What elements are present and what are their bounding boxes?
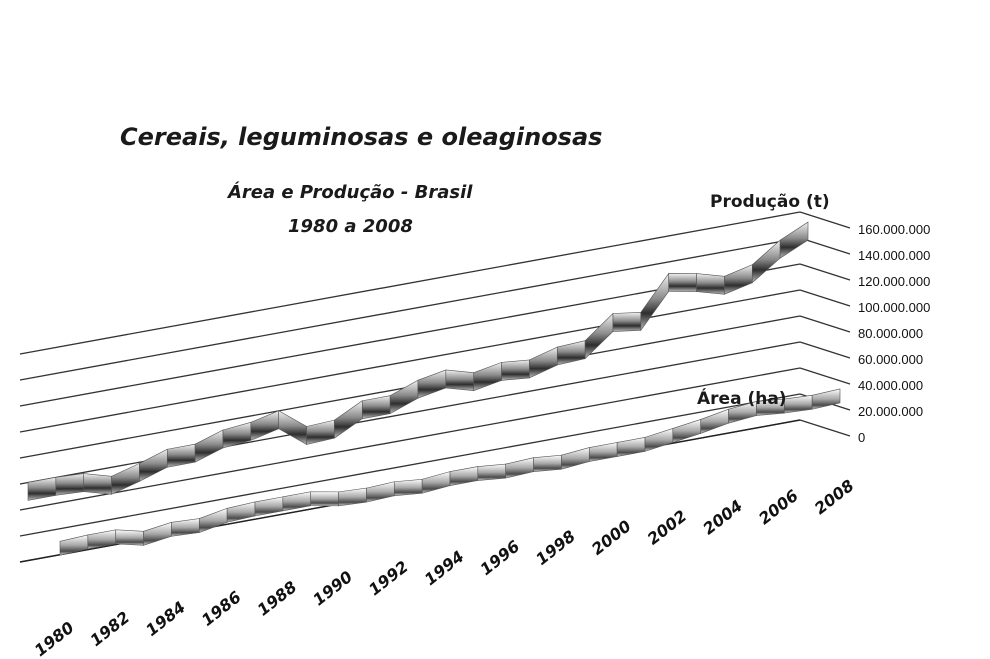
- producao-ribbon-segment: [417, 369, 447, 399]
- producao-ribbon-segment: [779, 221, 809, 259]
- y-tick-label: 120.000.000: [858, 274, 930, 289]
- x-tick-label: 1986: [198, 587, 245, 629]
- producao-ribbon-segment: [501, 359, 530, 381]
- area-ribbon-segment: [783, 394, 813, 414]
- gridline: [19, 367, 801, 511]
- producao-ribbon-segment: [668, 273, 697, 292]
- gridline: [19, 289, 801, 433]
- area-ribbon-segment: [226, 501, 256, 523]
- area-ribbon-segment: [254, 496, 284, 517]
- producao-ribbon-segment: [556, 340, 586, 366]
- area-ribbon-segment: [561, 447, 590, 470]
- x-tick-label: 1980: [31, 618, 78, 659]
- x-axis-tick-labels: 1980 1982 1984 1986 1988 1990 1992 1994 1996 1998…: [31, 476, 858, 659]
- x-tick-label: 1990: [309, 567, 356, 609]
- producao-ribbon-segment: [27, 476, 57, 501]
- chart-subtitle-line2: 1980 a 2008: [288, 216, 413, 237]
- y-tick-label: 140.000.000: [858, 248, 930, 263]
- x-tick-label: 1992: [365, 557, 412, 599]
- gridline-end: [799, 341, 851, 359]
- producao-ribbon-segment: [222, 421, 252, 449]
- area-ribbon-segment: [449, 466, 479, 486]
- area-ribbon-segment: [616, 437, 646, 457]
- x-tick-label: 2004: [699, 496, 746, 538]
- producao-ribbon-segment: [696, 273, 725, 295]
- area-ribbon-segment: [59, 534, 89, 556]
- x-tick-label: 2008: [811, 476, 858, 518]
- area-ribbon-segment: [505, 457, 534, 479]
- y-tick-label: 20.000.000: [858, 404, 923, 419]
- area-ribbon-segment: [588, 442, 618, 462]
- area-ribbon-segment: [171, 518, 200, 537]
- y-tick-label: 40.000.000: [858, 378, 923, 393]
- area-ribbon-segment: [87, 529, 117, 550]
- y-axis-tick-labels: 160.000.000 140.000.000 120.000.000 100.000…: [858, 222, 930, 445]
- producao-ribbon-segment: [55, 473, 85, 496]
- gridline: [19, 393, 801, 537]
- x-tick-label: 1984: [142, 597, 189, 639]
- chart-title: Cereais, leguminosas e oleaginosas: [120, 123, 602, 151]
- x-tick-label: 1996: [476, 537, 523, 579]
- producao-ribbon-segment: [445, 369, 475, 391]
- producao-ribbon-segment: [278, 410, 307, 445]
- area-ribbon-segment: [421, 471, 451, 494]
- y-tick-label: 100.000.000: [858, 300, 930, 315]
- gridline: [19, 341, 801, 485]
- y-tick-label: 80.000.000: [858, 326, 923, 341]
- area-ribbon-segment: [310, 491, 339, 507]
- producao-ribbon-segment: [640, 272, 670, 332]
- producao-ribbon-segment: [724, 264, 753, 295]
- area-ribbon-segment: [198, 507, 228, 533]
- x-tick-label: 1988: [254, 577, 301, 619]
- area-ribbon-segment: [533, 454, 562, 473]
- x-tick-label: 1982: [86, 608, 133, 650]
- area-ribbon-segment: [338, 487, 367, 507]
- producao-ribbon-segment: [473, 361, 502, 392]
- producao-ribbon-segment: [306, 419, 335, 445]
- series-label-area: Área (ha): [697, 387, 787, 409]
- producao-ribbon-segment: [139, 448, 168, 482]
- area-ribbon-segment: [282, 491, 312, 512]
- x-tick-label: 2002: [644, 506, 691, 548]
- gridline-end: [799, 263, 851, 281]
- x-tick-label: 2006: [755, 486, 802, 528]
- chart-subtitle-line1: Área e Produção - Brasil: [226, 181, 473, 203]
- producao-ribbon-segment: [83, 473, 112, 495]
- y-tick-label: 60.000.000: [858, 352, 923, 367]
- producao-ribbon-segment: [166, 443, 196, 468]
- area-ribbon-segment: [700, 408, 729, 434]
- area-ribbon-segment: [143, 521, 172, 546]
- gridline-end: [799, 237, 851, 255]
- area-ribbon-segment: [477, 463, 507, 481]
- gridline-end: [799, 211, 851, 229]
- series-label-producao: Produção (t): [710, 192, 830, 212]
- gridline: [19, 211, 801, 355]
- series-ribbons: [27, 221, 841, 556]
- producao-ribbon-segment: [334, 400, 363, 439]
- producao-ribbon-segment: [612, 312, 642, 332]
- area-ribbon-segment: [393, 478, 423, 497]
- producao-ribbon-segment: [194, 429, 224, 463]
- y-tick-label: 160.000.000: [858, 222, 930, 237]
- y-tick-label: 0: [858, 430, 865, 445]
- area-ribbon-segment: [115, 529, 144, 546]
- gridline-end: [799, 419, 851, 437]
- producao-ribbon-segment: [529, 346, 558, 379]
- producao-ribbon-segment: [389, 379, 419, 415]
- gridline: [19, 237, 801, 381]
- area-ribbon-segment: [644, 428, 674, 452]
- x-tick-label: 2000: [588, 516, 635, 558]
- gridline-end: [799, 289, 851, 307]
- producao-ribbon-segment: [361, 395, 391, 420]
- producao-ribbon-segment: [584, 312, 614, 360]
- area-ribbon-segment: [366, 481, 395, 503]
- x-tick-label: 1998: [532, 526, 579, 568]
- x-tick-label: 1994: [421, 547, 468, 589]
- gridline-end: [799, 367, 851, 385]
- area-ribbon-segment: [811, 388, 841, 410]
- gridline-end: [799, 315, 851, 333]
